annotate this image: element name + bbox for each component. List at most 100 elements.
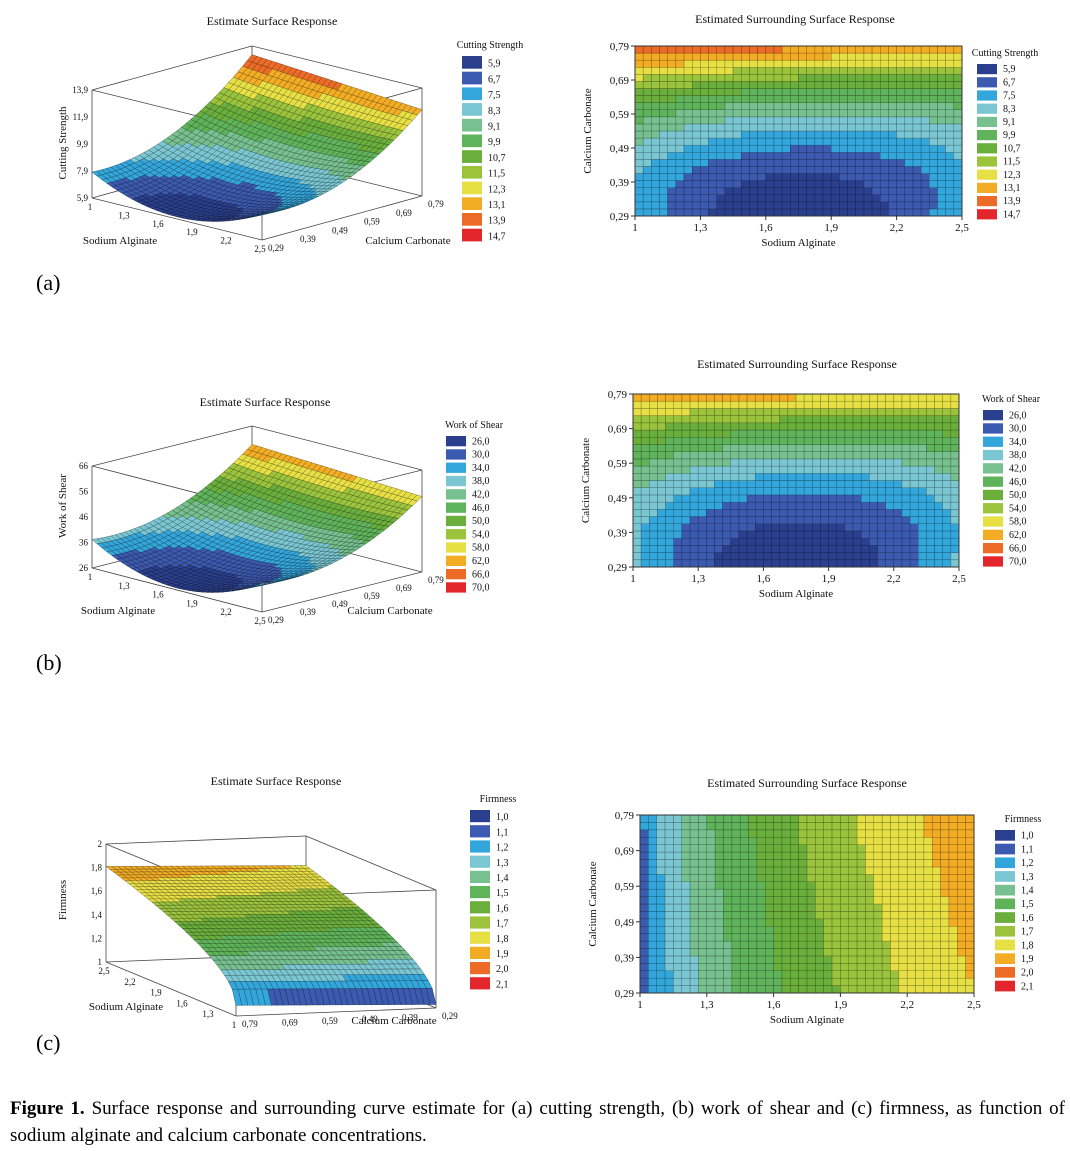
heat-cell	[918, 451, 927, 460]
heat-cell	[675, 109, 685, 118]
heat-cell	[803, 545, 813, 553]
heat-cell	[942, 393, 952, 402]
legend-swatch	[983, 503, 1003, 514]
heat-cell	[869, 509, 878, 517]
heat-cell	[844, 408, 854, 416]
heat-cell	[649, 552, 658, 561]
heat-cell	[795, 408, 805, 416]
heat-cell	[738, 400, 748, 409]
heat-cell	[877, 400, 886, 409]
heat-cell	[697, 501, 707, 510]
heat-cell	[844, 487, 854, 496]
heat-cell	[755, 501, 764, 510]
heat-cell	[852, 530, 862, 539]
heat-cell	[855, 173, 865, 181]
heat-cell	[953, 152, 963, 160]
heat-cell	[929, 208, 938, 217]
heat-cell	[749, 173, 758, 181]
heat-cell	[790, 102, 799, 110]
heat-cell	[896, 159, 906, 167]
legend-label: 13,9	[1003, 196, 1021, 207]
heat-cell	[844, 501, 854, 510]
heat-cell	[724, 130, 734, 139]
heat-cell	[757, 88, 767, 96]
heat-cell	[771, 523, 780, 532]
heat-cell	[806, 180, 816, 188]
heat-cell	[724, 208, 734, 217]
heat-cell	[634, 123, 644, 132]
heat-cell	[860, 501, 870, 510]
heat-cell	[787, 408, 797, 416]
heat-cell	[847, 201, 856, 210]
legend-swatch	[462, 56, 482, 69]
heat-cell	[920, 194, 930, 203]
heat-cell	[773, 67, 783, 75]
heat-cell	[755, 545, 764, 553]
heat-cell	[937, 144, 946, 153]
heat-cell	[675, 123, 685, 132]
heat-cell	[765, 173, 775, 181]
heat-cell	[953, 173, 963, 181]
heat-cell	[790, 130, 799, 139]
heat-cell	[649, 480, 658, 488]
heat-cell	[795, 429, 805, 438]
heat-cell	[787, 523, 797, 532]
heat-cell	[741, 201, 750, 210]
heat-cell	[904, 81, 914, 89]
heat-cell	[820, 437, 829, 445]
heat-cell	[697, 429, 707, 438]
heat-cell	[871, 74, 881, 82]
y-tick-label: 0,49	[332, 225, 348, 235]
heat-cell	[869, 473, 878, 481]
legend-swatch	[446, 436, 466, 447]
heat-cell	[828, 530, 838, 539]
heat-cell	[901, 487, 911, 496]
heat-cell	[814, 137, 824, 146]
heat-cell	[730, 451, 740, 460]
heat-cell	[812, 473, 821, 481]
heat-cell	[681, 545, 691, 553]
heat-cell	[918, 458, 927, 467]
heat-cell	[640, 523, 650, 532]
y-tick-label: 0,39	[610, 177, 630, 189]
heat-cell	[795, 559, 805, 568]
legend-swatch	[462, 197, 482, 210]
heat-cell	[812, 444, 821, 452]
heat-cell	[659, 144, 668, 153]
heat-cell	[871, 59, 881, 68]
heat-cell	[847, 166, 856, 174]
heat-cell	[918, 422, 927, 431]
legend-label: 6,7	[1003, 77, 1016, 88]
heat-cell	[706, 465, 715, 474]
heat-cell	[724, 152, 734, 160]
heat-cell	[828, 408, 838, 416]
heat-cell	[929, 159, 938, 167]
heat-cell	[795, 480, 805, 488]
heat-cell	[880, 59, 889, 68]
heat-cell	[691, 109, 701, 118]
heat-cell	[937, 123, 946, 132]
heat-cell	[667, 116, 677, 125]
heat-cell	[888, 166, 897, 174]
heat-cell	[918, 480, 927, 488]
heat-cell	[773, 194, 783, 203]
heat-cell	[738, 480, 748, 488]
heat-cell	[806, 102, 816, 110]
heat-cell	[649, 537, 658, 546]
heat-cell	[773, 95, 783, 103]
heat-cell	[942, 415, 952, 424]
heat-cell	[642, 152, 652, 160]
heat-cell	[929, 109, 938, 118]
heat-cell	[665, 501, 674, 510]
heat-cell	[798, 67, 807, 75]
heat-cell	[918, 465, 927, 474]
heat-cell	[651, 88, 660, 96]
legend-label: 70,0	[472, 583, 490, 594]
heat-cell	[790, 59, 799, 68]
legend: Cutting Strength5,96,77,58,39,19,910,711…	[972, 48, 1038, 220]
heat-cell	[871, 194, 881, 203]
heat-cell	[724, 201, 734, 210]
heat-cell	[901, 537, 911, 546]
heat-cell	[714, 465, 723, 474]
heat-cell	[828, 545, 838, 553]
